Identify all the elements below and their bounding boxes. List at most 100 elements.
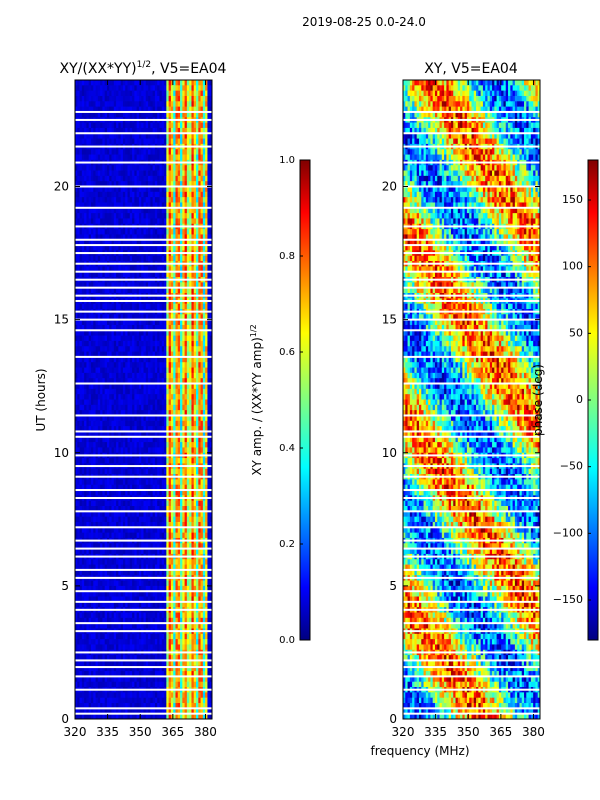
- heatmap-cell: [116, 149, 119, 155]
- heatmap-cell: [97, 436, 101, 443]
- heatmap-cell: [79, 234, 83, 241]
- heatmap-cell: [141, 138, 144, 145]
- heatmap-cell: [132, 245, 135, 251]
- heatmap-cell: [148, 415, 151, 422]
- heatmap-cell: [132, 426, 135, 432]
- heatmap-cell: [86, 122, 90, 129]
- heatmap-cell: [132, 138, 135, 145]
- heatmap-cell: [88, 255, 92, 262]
- heatmap-cell: [127, 80, 131, 86]
- heatmap-cell: [77, 95, 80, 102]
- heatmap-cell: [116, 511, 119, 518]
- heatmap-cell: [145, 170, 149, 177]
- heatmap-cell: [143, 484, 147, 491]
- heatmap-cell: [184, 282, 188, 289]
- heatmap-cell: [122, 175, 126, 182]
- heatmap-cell: [116, 170, 119, 177]
- heatmap-cell: [168, 516, 172, 523]
- heatmap-cell: [166, 330, 170, 336]
- heatmap-cell: [198, 245, 201, 251]
- heatmap-cell: [95, 436, 99, 443]
- heatmap-cell: [127, 399, 131, 406]
- heatmap-cell: [120, 95, 124, 102]
- heatmap-cell: [145, 506, 149, 512]
- heatmap-cell: [145, 245, 149, 251]
- heatmap-cell: [138, 90, 142, 97]
- heatmap-cell: [109, 154, 112, 161]
- heatmap-cell: [86, 111, 90, 118]
- heatmap-cell: [148, 101, 151, 108]
- heatmap-cell: [191, 458, 195, 464]
- heatmap-cell: [77, 516, 80, 523]
- heatmap-cell: [93, 399, 96, 406]
- heatmap-cell: [205, 340, 208, 347]
- heatmap-cell: [75, 197, 78, 203]
- heatmap-cell: [150, 218, 154, 225]
- heatmap-cell: [173, 90, 176, 97]
- heatmap-cell: [122, 229, 126, 235]
- heatmap-cell: [191, 85, 195, 92]
- heatmap-cell: [182, 207, 185, 214]
- heatmap-cell: [125, 468, 128, 475]
- heatmap-cell: [138, 378, 142, 384]
- heatmap-cell: [109, 415, 112, 422]
- heatmap-cell: [88, 442, 92, 448]
- heatmap-cell: [75, 324, 78, 331]
- heatmap-cell: [86, 404, 90, 411]
- heatmap-cell: [90, 324, 94, 331]
- heatmap-cell: [97, 420, 101, 427]
- heatmap-cell: [113, 85, 117, 92]
- heatmap-cell: [177, 324, 181, 331]
- heatmap-cell: [120, 111, 124, 118]
- heatmap-cell: [168, 490, 172, 496]
- heatmap-cell: [141, 213, 144, 219]
- heatmap-cell: [207, 90, 211, 97]
- heatmap-cell: [75, 271, 78, 278]
- heatmap-cell: [193, 458, 197, 464]
- heatmap-cell: [207, 479, 211, 486]
- heatmap-cell: [209, 484, 212, 491]
- heatmap-cell: [95, 484, 99, 491]
- heatmap-cell: [202, 399, 206, 406]
- heatmap-cell: [170, 479, 174, 486]
- heatmap-cell: [198, 138, 201, 145]
- heatmap-cell: [88, 170, 92, 177]
- heatmap-cell: [90, 500, 94, 507]
- heatmap-cell: [202, 346, 206, 352]
- heatmap-cell: [97, 266, 101, 273]
- heatmap-cell: [93, 287, 96, 294]
- heatmap-cell: [116, 127, 119, 134]
- heatmap-cell: [104, 356, 108, 363]
- heatmap-cell: [97, 255, 101, 262]
- heatmap-cell: [118, 335, 122, 342]
- heatmap-cell: [168, 85, 172, 92]
- heatmap-cell: [180, 245, 183, 251]
- heatmap-cell: [159, 335, 163, 342]
- heatmap-cell: [75, 330, 78, 336]
- heatmap-cell: [145, 383, 149, 390]
- heatmap-cell: [164, 95, 167, 102]
- heatmap-cell: [127, 410, 131, 416]
- heatmap-cell: [157, 506, 160, 512]
- heatmap-cell: [93, 133, 96, 139]
- heatmap-cell: [207, 356, 211, 363]
- heatmap-cell: [209, 271, 212, 278]
- heatmap-cell: [79, 351, 83, 358]
- heatmap-cell: [77, 511, 80, 518]
- heatmap-cell: [102, 101, 106, 108]
- heatmap-cell: [109, 80, 112, 86]
- heatmap-cell: [111, 181, 115, 187]
- heatmap-cell: [189, 362, 192, 368]
- heatmap-cell: [159, 399, 163, 406]
- heatmap-cell: [84, 181, 87, 187]
- heatmap-cell: [86, 394, 90, 400]
- heatmap-cell: [166, 85, 170, 92]
- heatmap-cell: [116, 394, 119, 400]
- heatmap-cell: [184, 436, 188, 443]
- heatmap-cell: [77, 170, 80, 177]
- heatmap-cell: [189, 404, 192, 411]
- heatmap-cell: [164, 415, 167, 422]
- heatmap-cell: [90, 426, 94, 432]
- heatmap-cell: [175, 404, 179, 411]
- heatmap-cell: [102, 479, 106, 486]
